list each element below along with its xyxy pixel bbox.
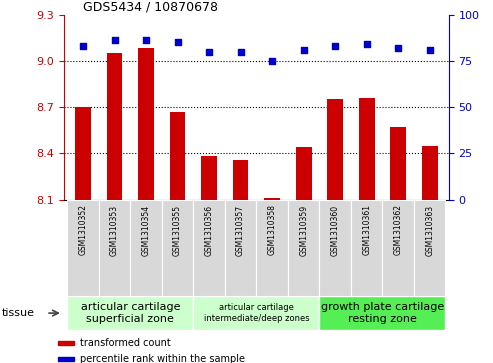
Point [79, 43, 87, 49]
Text: tissue: tissue [1, 308, 35, 318]
Text: growth plate cartilage
resting zone: growth plate cartilage resting zone [321, 302, 444, 324]
Text: transformed count: transformed count [80, 338, 171, 348]
Text: articular cartilage
intermediate/deep zones: articular cartilage intermediate/deep zo… [204, 303, 309, 323]
Text: GSM1310352: GSM1310352 [78, 204, 87, 256]
Text: GSM1310362: GSM1310362 [394, 204, 403, 256]
Bar [383, 200, 414, 296]
Bar [351, 200, 383, 296]
Point [205, 49, 213, 54]
Bar [193, 296, 319, 330]
Bar [422, 146, 438, 200]
Point [331, 43, 339, 49]
Text: articular cartilage
superficial zone: articular cartilage superficial zone [80, 302, 180, 324]
Bar [256, 200, 288, 296]
Bar [201, 156, 217, 200]
Bar [138, 49, 154, 200]
Text: GSM1310361: GSM1310361 [362, 204, 371, 256]
Bar [75, 107, 91, 200]
Point [174, 40, 181, 45]
Bar [225, 200, 256, 296]
Bar [58, 341, 74, 345]
Point [394, 45, 402, 51]
Point [142, 37, 150, 43]
Bar [288, 200, 319, 296]
Point [237, 49, 245, 54]
Bar [130, 200, 162, 296]
Bar [359, 98, 375, 200]
Text: GSM1310356: GSM1310356 [205, 204, 213, 256]
Text: GSM1310354: GSM1310354 [141, 204, 150, 256]
Point [426, 47, 434, 53]
Bar [233, 160, 248, 200]
Bar [170, 112, 185, 200]
Point [110, 37, 118, 43]
Text: GDS5434 / 10870678: GDS5434 / 10870678 [83, 0, 218, 13]
Bar [58, 357, 74, 362]
Text: GSM1310357: GSM1310357 [236, 204, 245, 256]
Bar [67, 200, 99, 296]
Text: GSM1310359: GSM1310359 [299, 204, 308, 256]
Bar [162, 200, 193, 296]
Bar [193, 200, 225, 296]
Point [300, 47, 308, 53]
Text: GSM1310358: GSM1310358 [268, 204, 277, 256]
Text: GSM1310353: GSM1310353 [110, 204, 119, 256]
Text: GSM1310360: GSM1310360 [331, 204, 340, 256]
Bar [106, 53, 122, 200]
Bar [319, 296, 446, 330]
Point [268, 58, 276, 64]
Bar [296, 147, 312, 200]
Bar [414, 200, 446, 296]
Text: GSM1310363: GSM1310363 [425, 204, 434, 256]
Bar [327, 99, 343, 200]
Bar [390, 127, 406, 200]
Bar [264, 198, 280, 200]
Bar [67, 296, 193, 330]
Bar [99, 200, 130, 296]
Text: percentile rank within the sample: percentile rank within the sample [80, 354, 245, 363]
Bar [319, 200, 351, 296]
Text: GSM1310355: GSM1310355 [173, 204, 182, 256]
Point [363, 41, 371, 47]
